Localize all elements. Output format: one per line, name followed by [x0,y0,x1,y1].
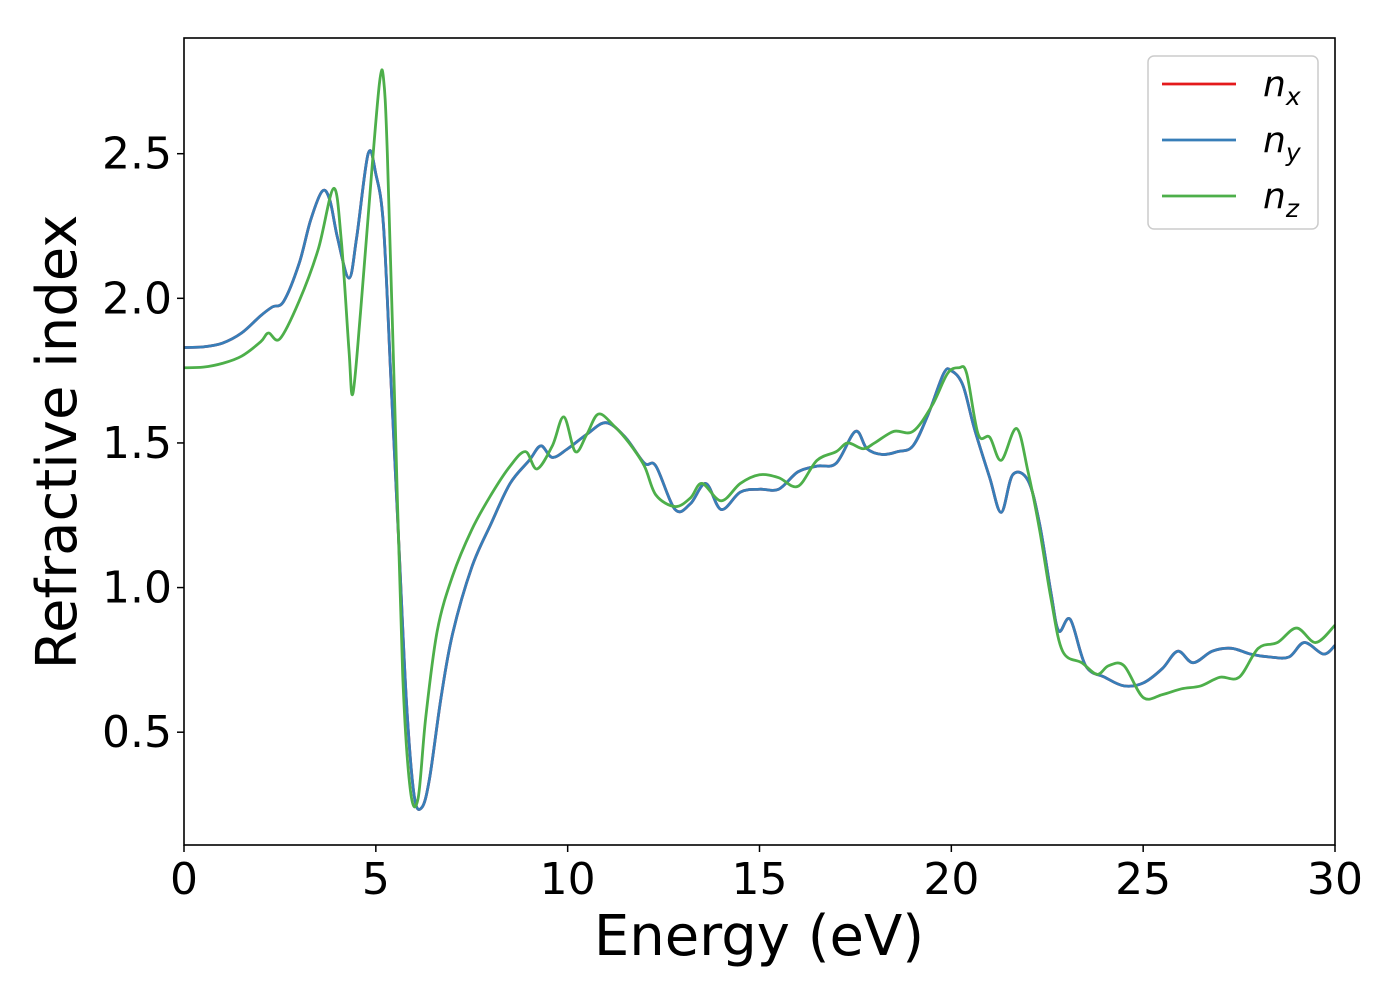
y-tick-label: 1.0 [102,563,172,614]
series-line-z [184,68,1335,809]
x-axis-title: Energy (eV) [594,904,924,969]
legend-frame [1147,55,1319,230]
x-tick-label: 5 [362,854,390,905]
y-axis-title: Refractive index [25,215,90,670]
x-tick-label: 15 [732,854,788,905]
y-axis-ticks: 0.5 1.0 1.5 2.0 2.5 [102,129,184,758]
legend-label-y: ny [1263,120,1302,167]
y-tick-label: 1.5 [102,418,172,469]
x-axis-ticks: 0 5 10 15 20 25 30 [170,845,1363,905]
series-lines [184,68,1335,811]
legend: nx ny nz [1147,55,1319,230]
y-tick-label: 2.0 [102,273,172,324]
x-tick-label: 20 [923,854,979,905]
legend-label-z: nz [1263,176,1300,223]
y-tick-label: 2.5 [102,129,172,180]
x-tick-label: 10 [540,854,596,905]
y-tick-label: 0.5 [102,707,172,758]
legend-label-x: nx [1263,64,1301,111]
x-tick-label: 25 [1115,854,1171,905]
x-tick-label: 30 [1307,854,1363,905]
x-tick-label: 0 [170,854,198,905]
